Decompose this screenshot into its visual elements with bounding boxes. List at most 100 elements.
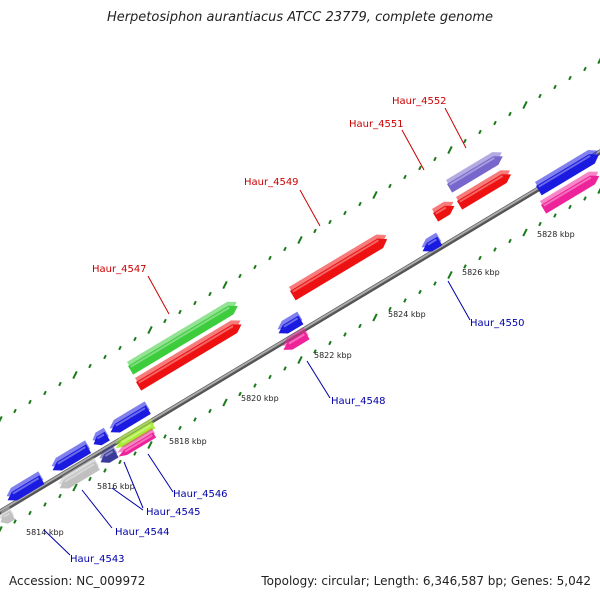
major-tick [522, 228, 528, 237]
gene-haur-4547[interactable] [134, 316, 245, 391]
gene-left-gray[interactable] [0, 506, 16, 527]
gene-haur-4549[interactable] [288, 230, 391, 301]
gene-label-haur-4551[interactable]: Haur_4551 [349, 119, 404, 130]
gene-haur-4548-magenta[interactable] [279, 327, 311, 354]
gene-label-haur-4544[interactable]: Haur_4544 [115, 527, 170, 538]
gene-label-haur-4545[interactable]: Haur_4545 [146, 507, 201, 518]
minor-tick [208, 408, 212, 414]
minor-tick [118, 345, 122, 351]
minor-tick [463, 138, 467, 144]
minor-tick [388, 306, 392, 312]
gene-haur-4545[interactable] [89, 427, 111, 449]
minor-tick [508, 111, 512, 117]
scale-label: 5826 kbp [462, 268, 500, 277]
gene-haur-4546-magenta[interactable] [115, 428, 157, 459]
major-tick [297, 235, 303, 245]
gene-haur-4544-gray[interactable] [55, 457, 101, 492]
minor-tick [253, 383, 257, 388]
minor-tick [403, 298, 407, 303]
gene-haur-4552[interactable] [445, 148, 506, 193]
major-tick [447, 145, 453, 155]
gene-label-haur-4547[interactable]: Haur_4547 [92, 264, 147, 275]
topology-text: Topology: circular; Length: 6,346,587 bp… [261, 574, 591, 588]
scale-label: 5822 kbp [314, 351, 352, 360]
minor-tick [163, 434, 167, 439]
minor-tick [208, 291, 212, 297]
minor-tick [28, 399, 32, 405]
minor-tick [193, 300, 197, 306]
gene-haur-4548[interactable] [274, 311, 305, 338]
scale-label: 5824 kbp [388, 310, 426, 319]
gene-haur-4546[interactable] [106, 401, 152, 436]
minor-tick [328, 340, 332, 346]
minor-tick [583, 66, 587, 72]
minor-tick [553, 213, 557, 218]
minor-tick [343, 332, 347, 337]
minor-tick [103, 468, 107, 473]
gene-labels: Haur_4547 Haur_4549 Haur_4551 Haur_4552 … [70, 96, 525, 565]
minor-tick [268, 374, 272, 380]
gene-label-haur-4548[interactable]: Haur_4548 [331, 396, 386, 407]
gene-haur-4551-small[interactable] [431, 198, 458, 222]
minor-tick [163, 318, 167, 324]
map-title: Herpetosiphon aurantiacus ATCC 23779, co… [106, 10, 494, 25]
gene-label-haur-4550[interactable]: Haur_4550 [470, 318, 525, 329]
minor-tick [178, 425, 182, 431]
gene-haur-4551[interactable] [455, 166, 515, 210]
gene-right-blue[interactable] [534, 146, 600, 196]
minor-tick [538, 221, 542, 227]
major-tick [0, 525, 3, 533]
minor-tick [268, 255, 272, 261]
minor-tick [28, 510, 32, 516]
gene-label-haur-4543[interactable]: Haur_4543 [70, 554, 125, 565]
major-tick [222, 280, 228, 290]
minor-tick [88, 476, 92, 482]
gene-label-haur-4546[interactable]: Haur_4546 [173, 489, 228, 500]
minor-tick [13, 408, 17, 414]
gene-haur-4546-lime[interactable] [112, 418, 156, 451]
major-tick [72, 370, 78, 380]
minor-tick [118, 459, 122, 465]
minor-tick [478, 129, 482, 135]
major-tick [147, 325, 153, 335]
scale-labels: 5814 kbp 5816 kbp 5818 kbp 5820 kbp 5822… [26, 230, 575, 537]
minor-tick [493, 120, 497, 126]
minor-tick [178, 309, 182, 315]
gene-haur-4545-navy[interactable] [96, 444, 120, 467]
minor-tick [43, 390, 47, 396]
minor-tick [58, 381, 62, 387]
minor-tick [538, 93, 542, 99]
minor-tick [238, 391, 242, 397]
minor-tick [418, 289, 422, 295]
gene-haur-4544[interactable] [48, 440, 92, 474]
gene-haur-4543[interactable] [3, 471, 46, 504]
gene-track [0, 146, 600, 527]
major-tick [447, 270, 453, 280]
gene-right-magenta[interactable] [539, 168, 600, 214]
minor-tick [478, 255, 482, 261]
minor-tick [13, 519, 17, 524]
minor-tick [358, 201, 362, 207]
scale-label: 5818 kbp [169, 437, 207, 446]
scale-label: 5816 kbp [97, 482, 135, 491]
accession-text: Accession: NC_009972 [9, 574, 146, 588]
minor-tick [133, 336, 137, 342]
minor-tick [313, 228, 317, 234]
minor-tick [343, 210, 347, 216]
gene-haur-4547-green[interactable] [126, 298, 241, 375]
minor-tick [283, 366, 287, 371]
minor-tick [133, 451, 137, 456]
major-tick [0, 415, 3, 423]
minor-tick [508, 238, 512, 244]
minor-tick [238, 273, 242, 279]
major-tick [522, 100, 528, 110]
minor-tick [403, 174, 407, 180]
gene-label-haur-4552[interactable]: Haur_4552 [392, 96, 447, 107]
gene-label-haur-4549[interactable]: Haur_4549 [244, 177, 299, 188]
minor-tick [358, 323, 362, 329]
minor-tick [433, 156, 437, 162]
minor-tick [553, 84, 557, 90]
scale-label: 5814 kbp [26, 528, 64, 537]
gene-haur-4550[interactable] [418, 232, 443, 256]
